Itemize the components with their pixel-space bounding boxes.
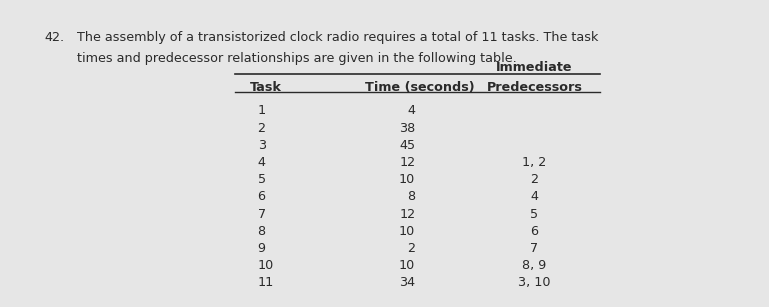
Text: 38: 38 — [399, 122, 415, 134]
Text: times and predecessor relationships are given in the following table.: times and predecessor relationships are … — [77, 52, 517, 65]
Text: 45: 45 — [399, 139, 415, 152]
Text: 9: 9 — [258, 242, 265, 255]
Text: 2: 2 — [258, 122, 265, 134]
Text: 4: 4 — [258, 156, 265, 169]
Text: 2: 2 — [408, 242, 415, 255]
Text: Immediate: Immediate — [496, 61, 573, 74]
Text: 6: 6 — [531, 225, 538, 238]
Text: 8: 8 — [258, 225, 266, 238]
Text: 11: 11 — [258, 276, 274, 289]
Text: 10: 10 — [399, 225, 415, 238]
Text: 12: 12 — [399, 156, 415, 169]
Text: 12: 12 — [399, 208, 415, 220]
Text: Task: Task — [250, 81, 281, 94]
Text: 5: 5 — [531, 208, 538, 220]
Text: 7: 7 — [258, 208, 266, 220]
Text: 7: 7 — [531, 242, 538, 255]
Text: 10: 10 — [399, 173, 415, 186]
Text: 8, 9: 8, 9 — [522, 259, 547, 272]
Text: 3, 10: 3, 10 — [518, 276, 551, 289]
Text: The assembly of a transistorized clock radio requires a total of 11 tasks. The t: The assembly of a transistorized clock r… — [77, 31, 598, 44]
Text: 6: 6 — [258, 190, 265, 203]
Text: 4: 4 — [408, 104, 415, 117]
Text: 34: 34 — [399, 276, 415, 289]
Text: 42.: 42. — [45, 31, 65, 44]
Text: 4: 4 — [531, 190, 538, 203]
Text: 1: 1 — [258, 104, 266, 117]
Text: 1, 2: 1, 2 — [522, 156, 547, 169]
Text: 3: 3 — [258, 139, 266, 152]
Text: 10: 10 — [258, 259, 274, 272]
Text: Predecessors: Predecessors — [487, 81, 582, 94]
Text: 5: 5 — [258, 173, 266, 186]
Text: 10: 10 — [399, 259, 415, 272]
Text: 8: 8 — [407, 190, 415, 203]
Text: 2: 2 — [531, 173, 538, 186]
Text: Time (seconds): Time (seconds) — [365, 81, 475, 94]
